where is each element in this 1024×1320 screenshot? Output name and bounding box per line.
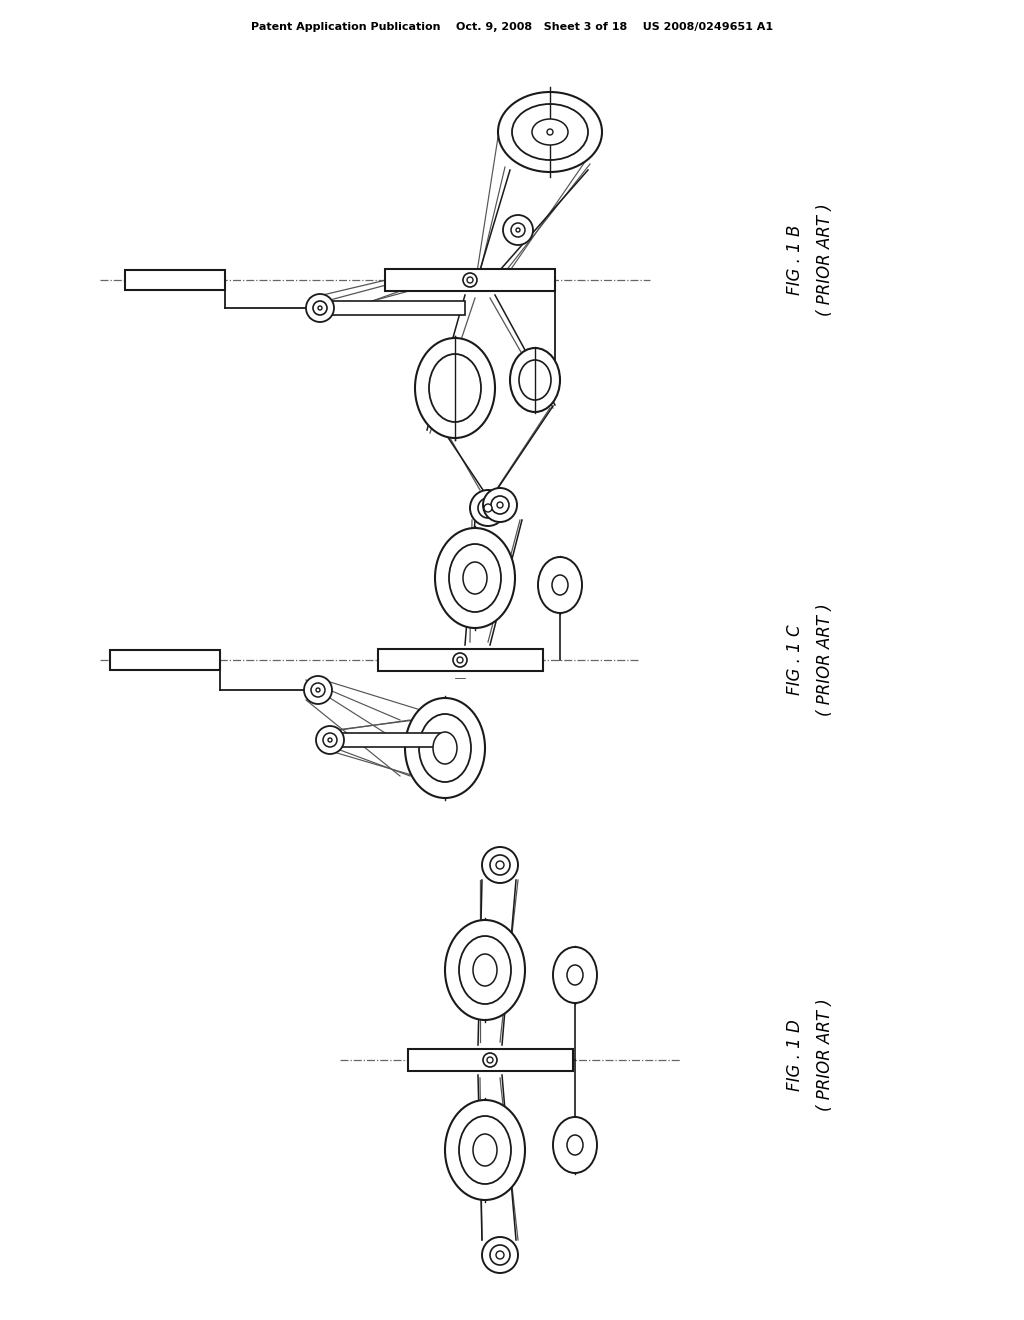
Ellipse shape <box>490 496 509 513</box>
Bar <box>325 301 465 315</box>
Ellipse shape <box>532 119 568 145</box>
Ellipse shape <box>538 557 582 612</box>
Ellipse shape <box>503 215 534 246</box>
Ellipse shape <box>478 498 498 517</box>
Ellipse shape <box>496 861 504 869</box>
Ellipse shape <box>490 855 510 875</box>
Ellipse shape <box>470 490 506 525</box>
Ellipse shape <box>512 104 588 160</box>
Ellipse shape <box>306 294 334 322</box>
Ellipse shape <box>516 228 520 232</box>
Ellipse shape <box>311 682 325 697</box>
Ellipse shape <box>482 1237 518 1272</box>
Ellipse shape <box>316 726 344 754</box>
Ellipse shape <box>553 946 597 1003</box>
Ellipse shape <box>473 1134 497 1166</box>
Ellipse shape <box>453 653 467 667</box>
Ellipse shape <box>449 544 501 612</box>
Ellipse shape <box>323 733 337 747</box>
Bar <box>125 271 225 290</box>
Ellipse shape <box>510 348 560 412</box>
Ellipse shape <box>406 698 485 799</box>
Ellipse shape <box>482 847 518 883</box>
Ellipse shape <box>316 688 319 692</box>
Ellipse shape <box>445 920 525 1020</box>
Ellipse shape <box>511 223 525 238</box>
Bar <box>385 269 555 290</box>
Ellipse shape <box>457 657 463 663</box>
Ellipse shape <box>483 1053 497 1067</box>
Ellipse shape <box>415 338 495 438</box>
Ellipse shape <box>567 1135 583 1155</box>
Bar <box>408 1049 572 1071</box>
Text: FIG . 1 C
( PRIOR ART ): FIG . 1 C ( PRIOR ART ) <box>786 603 834 717</box>
Ellipse shape <box>497 502 503 508</box>
Ellipse shape <box>553 1117 597 1173</box>
Ellipse shape <box>463 273 477 286</box>
Bar <box>378 649 543 671</box>
Ellipse shape <box>467 277 473 282</box>
Text: FIG . 1 B
( PRIOR ART ): FIG . 1 B ( PRIOR ART ) <box>786 203 834 317</box>
Ellipse shape <box>547 129 553 135</box>
Bar <box>110 649 220 671</box>
Ellipse shape <box>473 954 497 986</box>
Ellipse shape <box>419 714 471 781</box>
Ellipse shape <box>498 92 602 172</box>
Ellipse shape <box>487 1057 493 1063</box>
Ellipse shape <box>552 576 568 595</box>
Ellipse shape <box>328 738 332 742</box>
Ellipse shape <box>519 360 551 400</box>
Ellipse shape <box>445 1100 525 1200</box>
Ellipse shape <box>435 528 515 628</box>
Text: FIG . 1 D
( PRIOR ART ): FIG . 1 D ( PRIOR ART ) <box>786 999 834 1111</box>
Bar <box>335 733 439 747</box>
Ellipse shape <box>484 504 492 512</box>
Ellipse shape <box>304 676 332 704</box>
Ellipse shape <box>567 965 583 985</box>
Ellipse shape <box>459 1115 511 1184</box>
Ellipse shape <box>490 1245 510 1265</box>
Ellipse shape <box>483 488 517 521</box>
Ellipse shape <box>313 301 327 315</box>
Ellipse shape <box>463 562 487 594</box>
Ellipse shape <box>496 1251 504 1259</box>
Ellipse shape <box>429 354 481 422</box>
Ellipse shape <box>459 936 511 1005</box>
Text: Patent Application Publication    Oct. 9, 2008   Sheet 3 of 18    US 2008/024965: Patent Application Publication Oct. 9, 2… <box>251 22 773 32</box>
Ellipse shape <box>433 733 457 764</box>
Ellipse shape <box>318 306 322 310</box>
